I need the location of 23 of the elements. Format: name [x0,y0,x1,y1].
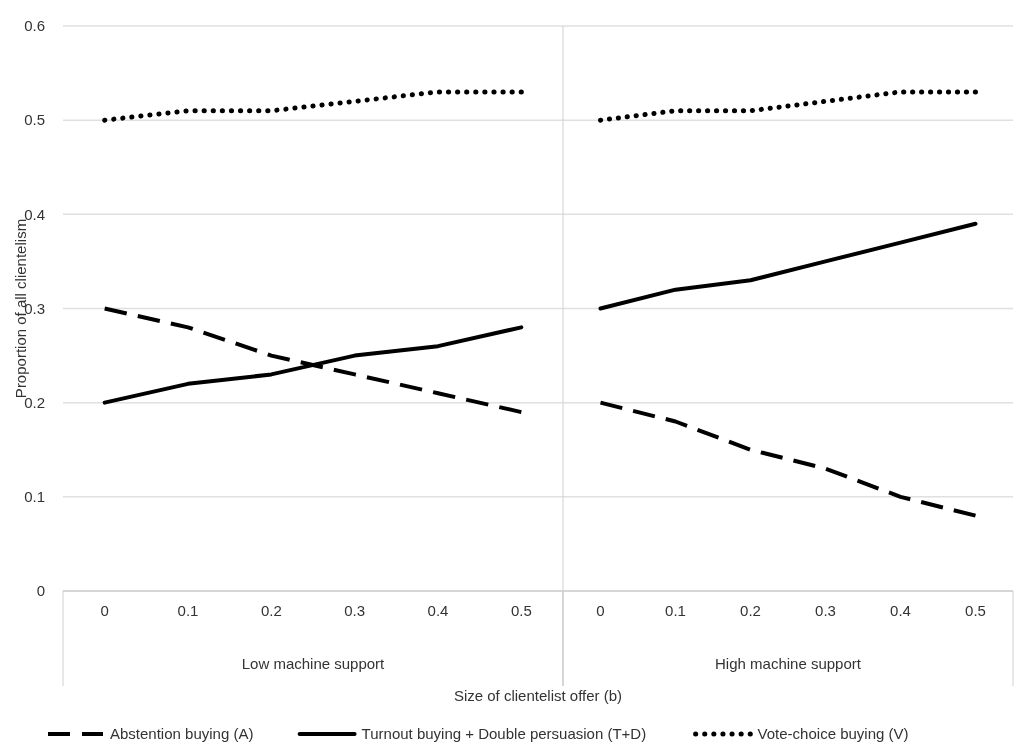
x-tick-label: 0.4 [427,602,449,619]
x-axis-title: High machine support [715,655,862,672]
x-tick-label: 0.1 [177,602,199,619]
x-axis-title: Low machine support [241,655,386,672]
legend-label: Vote-choice buying (V) [757,725,909,743]
x-tick-label: 0 [596,602,605,619]
line-series [102,306,524,415]
legend-label: Turnout buying + Double persuasion (T+D) [361,725,647,743]
y-tick-label: 0.6 [24,17,45,35]
y-tick-label: 0.5 [24,111,45,129]
legend-label: Abstention buying (A) [110,725,254,743]
y-tick-label: 0.1 [24,488,45,506]
x-tick-label: 0.3 [815,602,836,619]
x-tick-label: 0.3 [344,602,366,619]
text: Size of clientelist offer (b) [453,687,623,704]
x-tick-label: 0.1 [665,602,686,619]
y-tick-label: 0 [36,582,45,600]
x-tick-label: 0.5 [510,602,532,619]
x-tick-label: 0.2 [740,602,761,619]
x-tick-label: 0 [100,602,109,619]
x-tick-label: 0.2 [260,602,282,619]
x-tick-label: 0.5 [965,602,986,619]
x-tick-label: 0.4 [890,602,911,619]
